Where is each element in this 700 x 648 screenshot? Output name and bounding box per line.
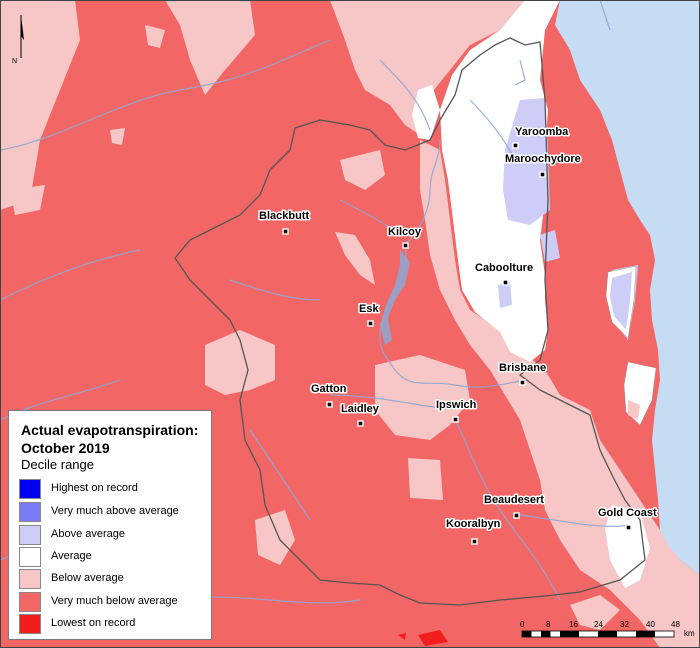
legend-label: Very much below average	[51, 595, 178, 607]
legend-title-line2: October 2019	[21, 440, 110, 456]
legend-item-highest: Highest on record	[19, 479, 209, 499]
town-ipswich: Ipswich	[435, 398, 478, 423]
north-arrow-icon	[21, 15, 24, 40]
north-label: N	[12, 58, 17, 65]
scale-tick-24: 24	[594, 620, 603, 629]
scale-unit: km	[684, 629, 695, 638]
ocean	[555, 0, 700, 575]
town-beaudesert: Beaudesert	[483, 493, 546, 519]
svg-text:Laidley: Laidley	[341, 403, 380, 415]
legend-item-very-much-above: Very much above average	[19, 502, 209, 522]
legend-label: Lowest on record	[51, 617, 136, 629]
town-gold-coast: Gold Coast	[597, 506, 659, 531]
scale-tick-0: 0	[520, 620, 525, 629]
svg-text:Esk: Esk	[359, 303, 379, 315]
town-laidley: Laidley	[340, 402, 381, 427]
scale-tick-48: 48	[671, 620, 680, 629]
legend-label: Very much above average	[51, 505, 179, 517]
scale-tick-32: 32	[620, 620, 629, 629]
svg-text:Gatton: Gatton	[311, 383, 347, 395]
legend-item-lowest: Lowest on record	[19, 614, 209, 634]
legend-label: Average	[51, 550, 92, 562]
svg-text:Beaudesert: Beaudesert	[484, 494, 544, 506]
svg-text:Maroochydore: Maroochydore	[505, 153, 581, 165]
svg-text:Gold Coast: Gold Coast	[598, 507, 657, 519]
legend: Actual evapotranspiration: October 2019 …	[8, 410, 212, 640]
legend-label: Highest on record	[51, 482, 138, 494]
town-esk: Esk	[358, 302, 381, 327]
legend-item-very-much-below: Very much below average	[19, 592, 209, 612]
town-markers: Yaroomba Maroochydore Blackbutt Kilcoy C…	[258, 125, 659, 545]
town-gatton: Gatton	[310, 382, 348, 408]
town-kooralbyn: Kooralbyn	[445, 517, 502, 545]
svg-text:Blackbutt: Blackbutt	[259, 210, 309, 222]
town-brisbane: Brisbane	[498, 361, 548, 386]
legend-label: Below average	[51, 572, 124, 584]
legend-swatch	[19, 502, 41, 522]
town-maroochydore: Maroochydore	[504, 152, 582, 178]
legend-swatch	[19, 592, 41, 612]
legend-swatch	[19, 479, 41, 499]
legend-title-line1: Actual evapotranspiration:	[21, 422, 199, 438]
legend-title: Actual evapotranspiration: October 2019	[21, 421, 198, 457]
scale-tick-40: 40	[646, 620, 655, 629]
island-moreton-above	[610, 272, 632, 330]
scale-tick-8: 8	[546, 620, 551, 629]
lake-wivenhoe	[380, 250, 410, 345]
legend-subtitle: Decile range	[21, 457, 94, 472]
legend-item-average: Average	[19, 547, 209, 567]
legend-swatch	[19, 547, 41, 567]
svg-text:Brisbane: Brisbane	[499, 362, 546, 374]
scale-bar: 0 8 16 24 32 40 48 km	[520, 620, 695, 638]
town-kilcoy: Kilcoy	[387, 225, 423, 249]
svg-text:Yaroomba: Yaroomba	[515, 126, 569, 138]
legend-item-below: Below average	[19, 569, 209, 589]
region-lowest-on-record	[398, 630, 448, 646]
legend-swatch	[19, 569, 41, 589]
svg-text:Ipswich: Ipswich	[436, 399, 477, 411]
svg-text:Caboolture: Caboolture	[475, 262, 533, 274]
rivers	[0, 0, 631, 604]
svg-text:Kooralbyn: Kooralbyn	[446, 518, 501, 530]
town-caboolture: Caboolture	[474, 261, 535, 286]
svg-text:Kilcoy: Kilcoy	[388, 226, 422, 238]
legend-label: Above average	[51, 528, 125, 540]
scale-tick-16: 16	[569, 620, 578, 629]
legend-swatch	[19, 525, 41, 545]
catchment-boundary	[174, 37, 646, 606]
town-yaroomba: Yaroomba	[512, 125, 571, 149]
legend-swatch	[19, 614, 41, 634]
legend-item-above: Above average	[19, 525, 209, 545]
north-arrow: N	[12, 15, 24, 65]
island-stradbroke-inner	[628, 400, 640, 420]
town-blackbutt: Blackbutt	[258, 209, 311, 235]
